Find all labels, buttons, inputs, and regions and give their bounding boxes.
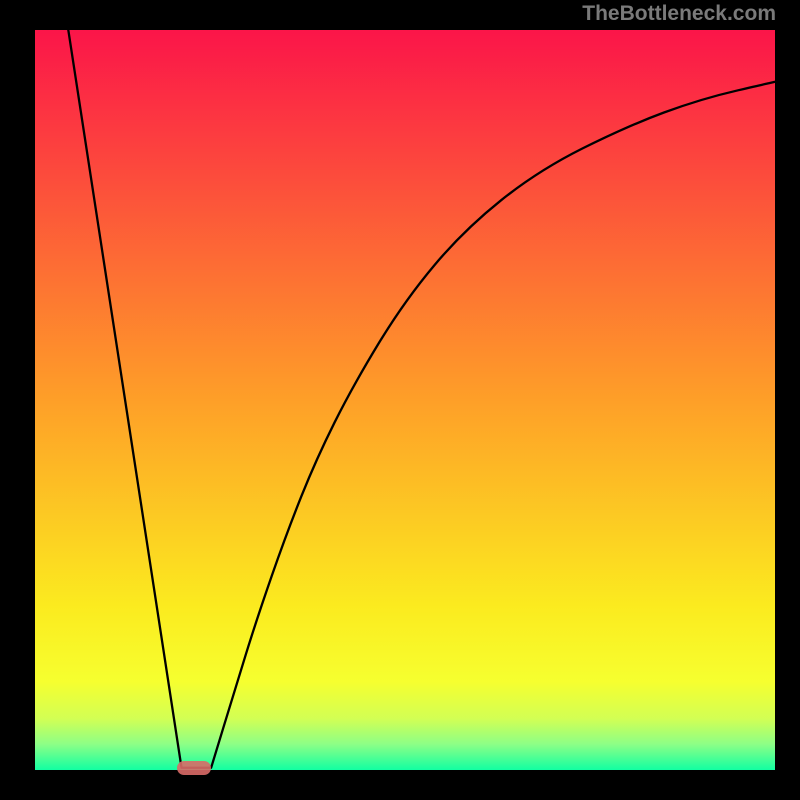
plot-area — [35, 30, 775, 770]
optimal-marker — [177, 761, 211, 775]
watermark-text: TheBottleneck.com — [582, 2, 776, 26]
bottleneck-curve — [35, 30, 775, 770]
chart-canvas: TheBottleneck.com — [0, 0, 800, 800]
